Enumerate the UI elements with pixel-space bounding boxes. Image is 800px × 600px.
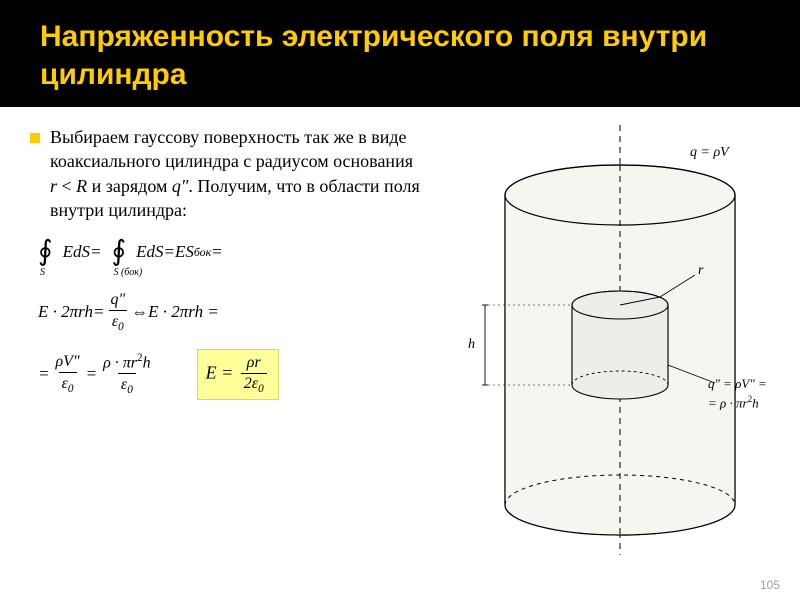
bullet-paragraph: Выбираем гауссову поверхность так же в в… (30, 125, 420, 222)
result-formula: E = ρr 2ε0 (197, 349, 279, 400)
content-area: Выбираем гауссову поверхность так же в в… (0, 107, 800, 410)
bullet-icon (30, 133, 40, 143)
title-bar: Напряженность электрического поля внутри… (0, 0, 800, 107)
page-number: 105 (760, 578, 780, 592)
label-h: h (468, 337, 475, 353)
fraction: ρr 2ε0 (241, 354, 267, 395)
cylinder-diagram (430, 125, 770, 555)
slide-title: Напряженность электрического поля внутри… (40, 18, 760, 93)
fraction: ρV″ ε0 (52, 352, 82, 397)
equation-1: ∮ S EdS = ∮ S (бок) EdS = ESбок = (38, 238, 420, 266)
label-q-rhoV: q = ρV (690, 145, 729, 161)
equation-3-row: = ρV″ ε0 = ρ · πr2h ε0 E = ρr 2ε0 (38, 349, 420, 400)
oint-symbol-2: ∮ S (бок) (111, 238, 126, 266)
label-q-prime: q″ = ρV″ = = ρ · πr2h (708, 375, 767, 413)
oint-symbol: ∮ S (38, 238, 53, 266)
equation-3: = ρV″ ε0 = ρ · πr2h ε0 (38, 352, 157, 398)
label-r: r (698, 263, 703, 279)
paragraph-text: Выбираем гауссову поверхность так же в в… (50, 125, 420, 222)
diagram-area: q = ρV r h q″ = ρV″ = = ρ · πr2h (430, 125, 770, 400)
fraction: ρ · πr2h ε0 (100, 352, 154, 398)
left-column: Выбираем гауссову поверхность так же в в… (30, 125, 420, 400)
equation-2: E · 2πrh = q″ ε0 ⇔ E · 2πrh = (38, 290, 420, 335)
fraction: q″ ε0 (107, 290, 128, 335)
